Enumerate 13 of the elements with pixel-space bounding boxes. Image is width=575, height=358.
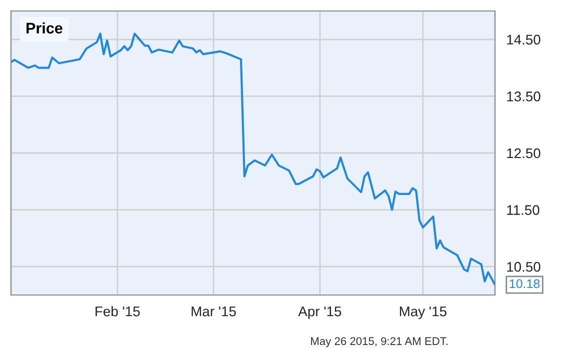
text: May 26 2015, 9:21 AM EDT. — [311, 337, 448, 348]
x-tick-label: May '15 — [400, 306, 446, 320]
text: Price — [26, 22, 62, 34]
y-tick-label: 11.50 — [507, 205, 540, 215]
line-series — [11, 32, 495, 286]
y-tick-label: 13.50 — [507, 92, 540, 102]
y-tick-label: 14.50 — [507, 34, 540, 45]
x-tick-label: Apr '15 — [298, 306, 342, 320]
x-tick-label: Feb '15 — [96, 306, 140, 316]
x-tick-label: Mar '15 — [192, 306, 236, 316]
y-tick-label: 12.50 — [507, 148, 540, 158]
data-label: 10.18 — [510, 279, 540, 288]
y-tick-label: 10.50 — [507, 262, 540, 272]
